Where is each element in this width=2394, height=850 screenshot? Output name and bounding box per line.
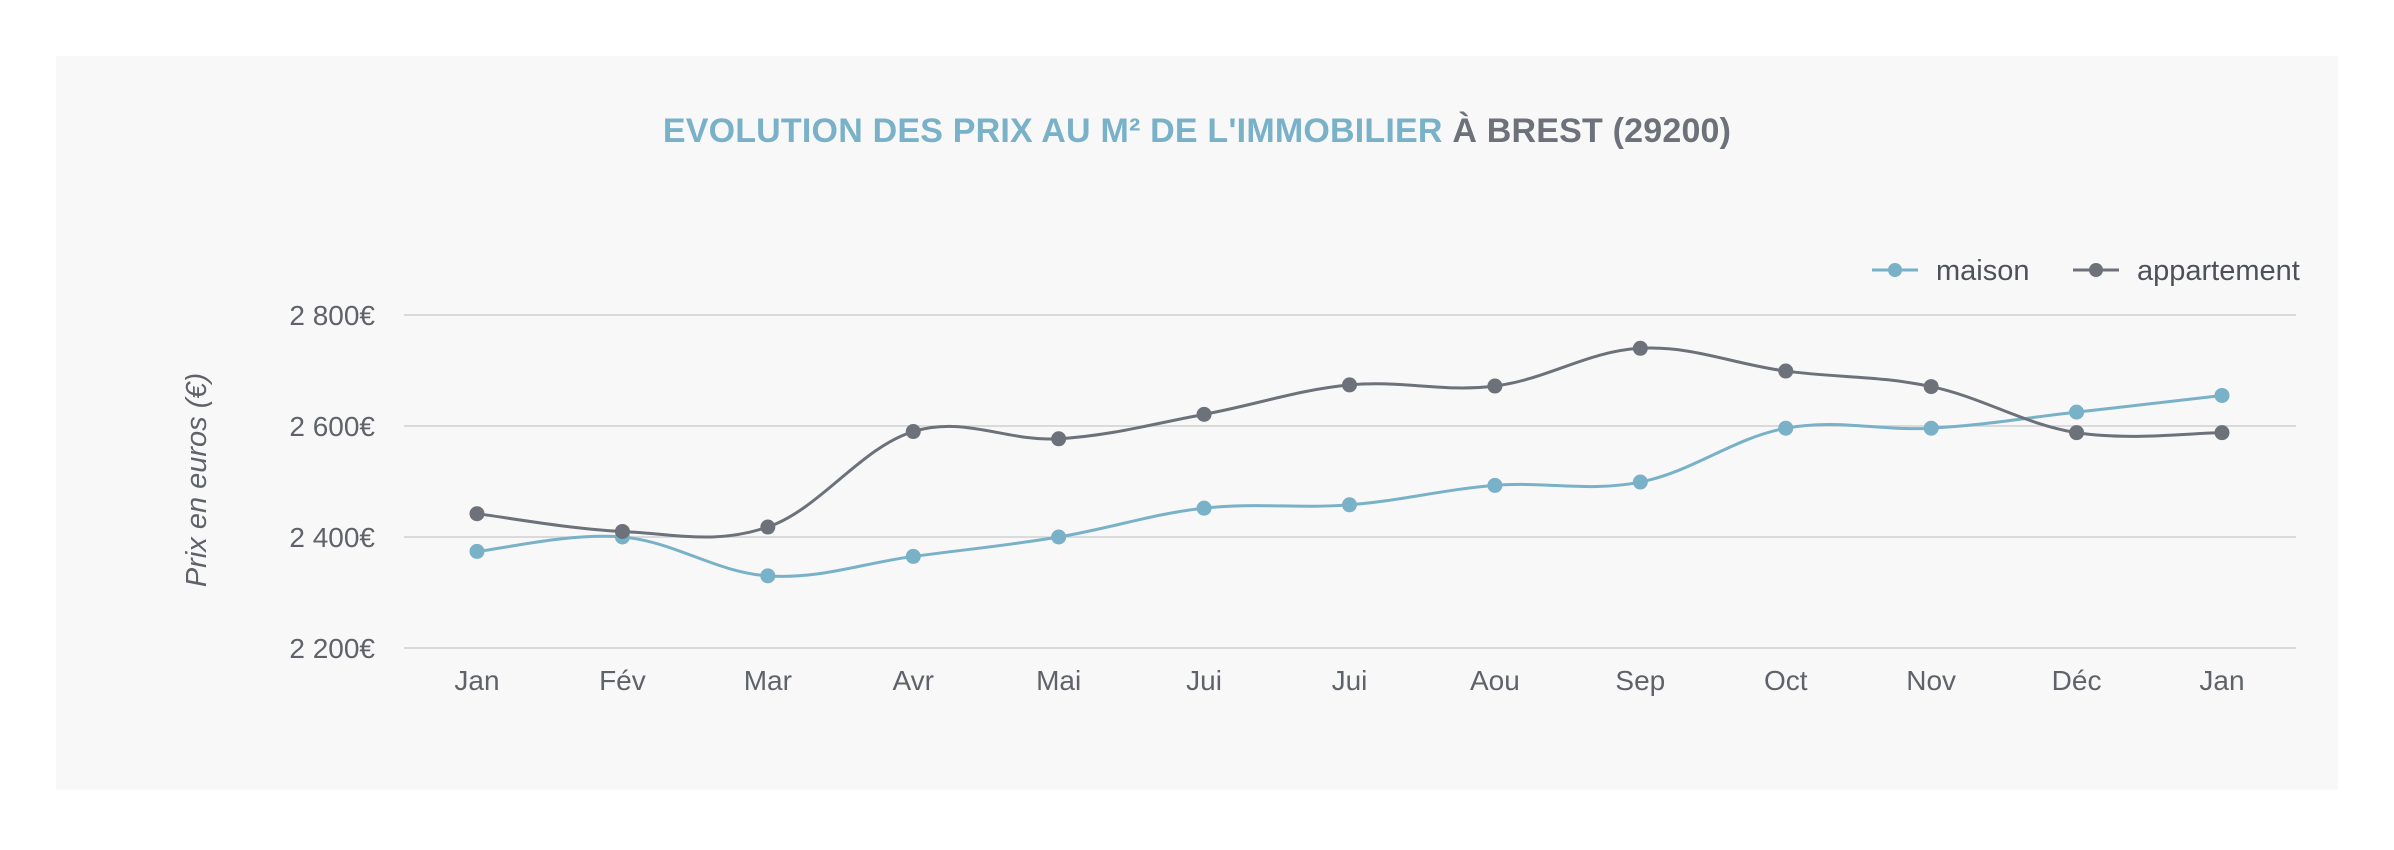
x-tick-label: Déc <box>2052 665 2102 696</box>
x-tick-label: Jui <box>1186 665 1222 696</box>
x-tick-label: Mai <box>1036 665 1081 696</box>
y-tick-label: 2 600€ <box>289 411 375 442</box>
legend-label: appartement <box>2137 255 2300 287</box>
x-tick-label: Jan <box>2199 665 2244 696</box>
data-point-maison[interactable] <box>1342 497 1357 513</box>
data-point-appartement[interactable] <box>614 523 630 539</box>
data-point-maison[interactable] <box>1778 420 1794 436</box>
data-point-maison[interactable] <box>1487 477 1503 493</box>
legend-label: maison <box>1936 255 2030 287</box>
data-point-appartement[interactable] <box>760 519 776 535</box>
data-point-appartement[interactable] <box>905 424 921 440</box>
data-point-maison[interactable] <box>1196 500 1212 516</box>
series-points <box>469 340 2230 584</box>
legend-item-maison[interactable]: maison <box>1872 255 2030 287</box>
x-tick-label: Mar <box>744 665 792 696</box>
x-tick-label: Avr <box>893 665 935 696</box>
x-tick-label: Oct <box>1764 665 1808 696</box>
x-tick-labels: Jan Fév Mar Avr Mai Jui Jui Aou Sep Oct Nov Déc Jan <box>454 665 2244 696</box>
legend-marker <box>1888 263 1902 277</box>
legend-item-appartement[interactable]: appartement <box>2073 255 2300 287</box>
y-tick-label: 2 400€ <box>289 522 375 553</box>
chart-panel <box>56 56 2338 790</box>
data-point-appartement[interactable] <box>2214 425 2230 441</box>
x-tick-label: Sep <box>1615 665 1665 696</box>
data-point-appartement[interactable] <box>1051 431 1067 447</box>
data-point-appartement[interactable] <box>1487 378 1503 394</box>
data-point-maison[interactable] <box>905 548 921 564</box>
legend-marker <box>2089 263 2103 277</box>
data-point-maison[interactable] <box>2069 404 2085 420</box>
x-tick-label: Jui <box>1332 665 1368 696</box>
x-tick-label: Jan <box>454 665 499 696</box>
y-tick-label: 2 800€ <box>289 300 375 331</box>
y-axis-label: Prix en euros (€) <box>181 373 213 587</box>
chart-title: EVOLUTION DES PRIX AU M² DE L'IMMOBILIER… <box>0 112 2394 151</box>
data-point-appartement[interactable] <box>1196 406 1212 422</box>
grid-lines <box>404 314 2296 649</box>
y-tick-labels: 2 200€ 2 400€ 2 600€ 2 800€ <box>289 300 375 664</box>
data-point-maison[interactable] <box>469 543 485 559</box>
data-point-appartement[interactable] <box>2069 425 2085 441</box>
data-point-appartement[interactable] <box>469 506 485 522</box>
x-tick-label: Aou <box>1470 665 1520 696</box>
chart-title-main: EVOLUTION DES PRIX AU M² DE L'IMMOBILIER <box>662 112 1443 150</box>
x-tick-label: Fév <box>599 665 646 696</box>
series-line-maison <box>476 393 2223 578</box>
data-point-maison[interactable] <box>1051 529 1067 545</box>
data-point-appartement[interactable] <box>1342 377 1357 393</box>
legend: maison appartement <box>1872 255 2300 287</box>
data-point-maison[interactable] <box>1923 420 1939 436</box>
x-tick-label: Nov <box>1906 665 1956 696</box>
data-point-maison[interactable] <box>2214 387 2230 403</box>
chart-title-location: À BREST (29200) <box>1452 112 1732 150</box>
data-point-appartement[interactable] <box>1923 379 1939 395</box>
y-tick-label: 2 200€ <box>289 633 375 664</box>
data-point-appartement[interactable] <box>1778 363 1794 379</box>
data-point-maison[interactable] <box>1632 474 1648 490</box>
data-point-appartement[interactable] <box>1632 340 1648 356</box>
data-point-maison[interactable] <box>760 568 776 584</box>
